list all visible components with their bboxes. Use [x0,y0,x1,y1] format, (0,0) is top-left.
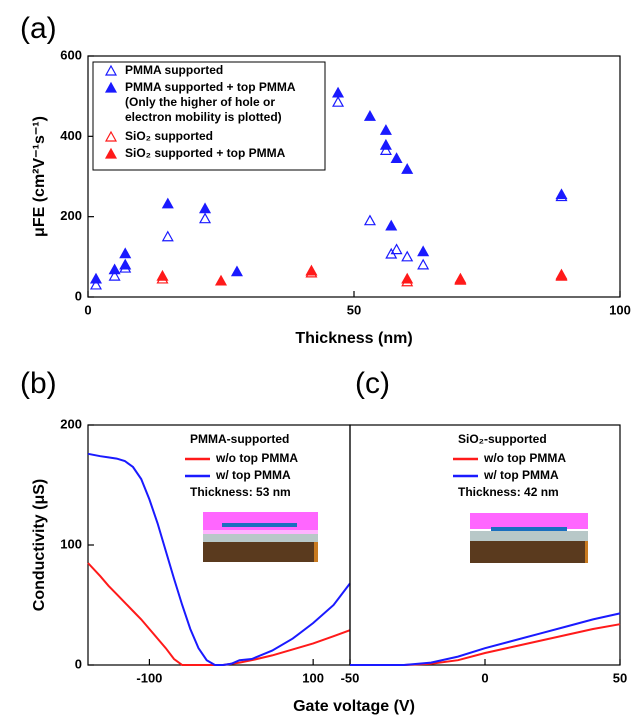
data-point [379,124,392,135]
inset-edge [585,541,588,563]
data-point [363,214,376,226]
inset-oxide [470,531,588,541]
x-tick-label: 50 [347,302,361,317]
data-point [555,188,568,200]
legend-note: electron mobility is plotted) [125,110,282,124]
y-axis-label: μFE (cm²V⁻¹s⁻¹) [31,116,48,237]
data-point [401,272,414,284]
x-tick-label: 50 [613,670,627,685]
y-tick-label: 200 [60,208,82,223]
data-point [332,95,345,107]
inset-substrate [470,541,588,563]
panel-label: (a) [20,12,57,45]
data-point [390,243,403,255]
inset-edge [314,542,318,562]
insets [203,512,588,563]
legend-label: SiO₂ supported [125,129,213,143]
x-tick-label: 0 [481,670,488,685]
x-tick-label: -100 [136,670,162,685]
legend-marker [104,64,118,76]
data-point [89,272,102,284]
data-line [87,452,351,666]
data-point [385,219,398,231]
x-axis-label: Thickness (nm) [295,330,412,347]
y-tick-label: 0 [75,656,82,671]
data-point [230,265,243,277]
panel-label: (b) [20,367,57,400]
legend-label: SiO₂ supported + top PMMA [125,146,286,160]
legend-title: SiO₂-supported [458,432,547,446]
inset-graphene [222,523,297,527]
legend-label: w/ top PMMA [215,468,291,482]
annotation: Thickness: 53 nm [190,485,291,499]
legend-note: (Only the higher of hole or [125,95,275,109]
data-point [401,250,414,262]
data-line [87,562,351,666]
x-tick-label: -50 [341,670,360,685]
x-tick-label: 0 [84,302,91,317]
y-tick-label: 200 [60,416,82,431]
data-point [401,163,414,174]
data-point [199,212,212,224]
y-tick-label: 0 [75,288,82,303]
y-tick-label: 600 [60,47,82,62]
legend-label: PMMA supported [125,63,223,77]
data-point [417,258,430,270]
data-point [161,197,174,209]
x-axis-label: Gate voltage (V) [293,698,415,715]
inset-pmma-top [203,512,318,530]
data-point [390,152,403,164]
legend-label: w/o top PMMA [215,451,298,465]
data-point [305,264,318,276]
legend-title: PMMA-supported [190,432,289,446]
inset-substrate [203,542,318,562]
data-point [363,110,376,121]
annotation: Thickness: 42 nm [458,485,559,499]
data-point [214,274,228,286]
x-tick-label: 100 [302,670,324,685]
legend-label: PMMA supported + top PMMA [125,80,296,94]
inset-graphene [491,527,567,531]
data-point [332,86,345,98]
data-point [555,268,568,280]
inset-pmma [203,530,318,534]
data-point [379,144,392,155]
legend-label: w/ top PMMA [483,468,559,482]
legend-box [92,61,326,171]
data-point [379,138,392,150]
data-point [199,202,212,214]
legend-label: w/o top PMMA [483,451,566,465]
data-point [119,258,132,270]
data-point [417,245,430,257]
panel-label: (c) [355,367,390,400]
y-tick-label: 100 [60,536,82,551]
x-tick-label: 100 [609,302,631,317]
data-line [350,612,621,666]
data-point [156,269,169,281]
y-tick-label: 400 [60,128,82,143]
data-point [108,269,121,281]
legend-marker [104,147,118,159]
y-axis-label: Conductivity (μS) [31,479,48,611]
inset-oxide [203,534,318,542]
legend-marker [104,130,118,142]
data-point [119,247,132,259]
data-point [108,263,121,275]
data-point [161,230,174,242]
data-line [350,623,621,666]
legend-marker [104,81,118,93]
data-point [454,272,467,284]
inset-pmma-top [470,513,588,529]
data-point [89,278,102,290]
